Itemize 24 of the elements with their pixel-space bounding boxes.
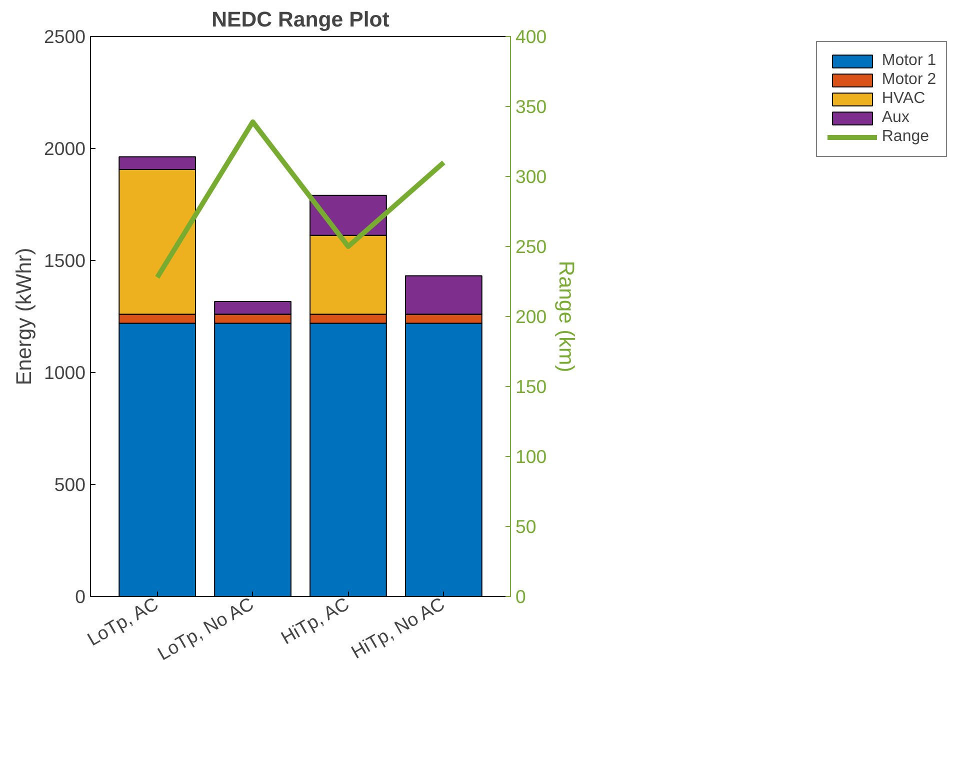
legend-label: Motor 2 <box>882 71 936 89</box>
legend-label: Aux <box>882 109 910 127</box>
y-tick-label: 1000 <box>44 362 86 383</box>
y-tick-label: 0 <box>75 586 86 607</box>
legend-label: Motor 1 <box>882 52 936 70</box>
y2-tick-label: 250 <box>516 236 547 257</box>
y2-tick-label: 50 <box>516 516 536 537</box>
y2-tick-label: 400 <box>516 26 547 47</box>
y-tick-label: 500 <box>54 474 86 495</box>
y-tick-label: 2000 <box>44 138 86 159</box>
x-tick-label: HiTp, No AC <box>348 592 448 663</box>
y2-tick-label: 350 <box>516 96 547 117</box>
y2-tick-label: 100 <box>516 446 547 467</box>
y2-tick-label: 200 <box>516 306 547 327</box>
y2-axis-title: Range (km) <box>554 260 579 372</box>
y2-tick-label: 0 <box>516 586 526 607</box>
y-tick-label: 1500 <box>44 250 86 271</box>
legend-label: HVAC <box>882 90 926 108</box>
legend-label: Range <box>882 128 930 146</box>
y-tick-label: 2500 <box>44 26 86 47</box>
y-axis-title: Energy (kWhr) <box>12 248 36 386</box>
y2-tick-label: 300 <box>516 166 547 187</box>
y2-tick-label: 150 <box>516 376 547 397</box>
chart-title: NEDC Range Plot <box>212 8 390 32</box>
